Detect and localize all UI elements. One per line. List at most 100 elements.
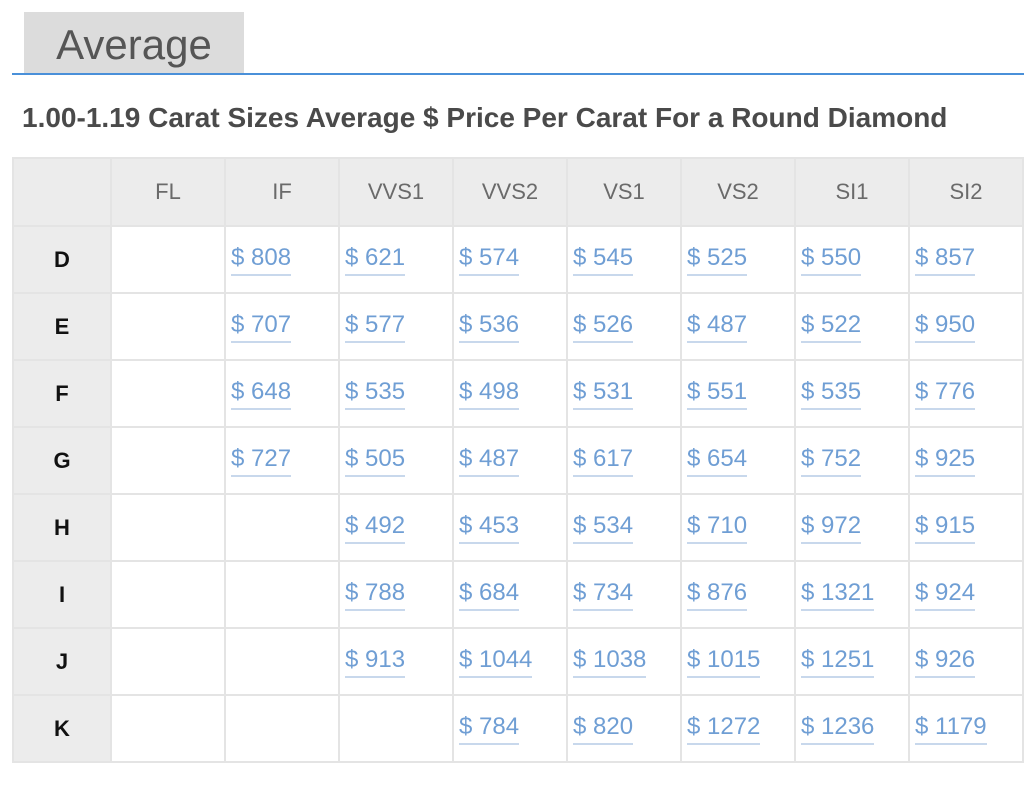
price-link[interactable]: $ 972 (801, 512, 862, 544)
price-cell-fl (110, 426, 226, 495)
price-link[interactable]: $ 531 (573, 378, 634, 410)
price-link[interactable]: $ 1272 (687, 713, 761, 745)
price-link[interactable]: $ 525 (687, 244, 748, 276)
price-cell-si1: $ 1251 (794, 627, 910, 696)
price-cell-vs2: $ 876 (680, 560, 796, 629)
price-link[interactable]: $ 926 (915, 646, 976, 678)
price-cell-vs1: $ 526 (566, 292, 682, 361)
price-cell-if (224, 694, 340, 763)
price-link[interactable]: $ 924 (915, 579, 976, 611)
price-cell-vvs2: $ 536 (452, 292, 568, 361)
price-link[interactable]: $ 550 (801, 244, 862, 276)
price-link[interactable]: $ 453 (459, 512, 520, 544)
price-cell-fl (110, 493, 226, 562)
tab-average[interactable]: Average (24, 12, 244, 74)
table-row: H $ 492 $ 453 $ 534 $ 710 $ 972 $ 915 (12, 493, 1024, 562)
price-cell-vs1: $ 531 (566, 359, 682, 428)
price-cell-si1: $ 535 (794, 359, 910, 428)
table-row: K $ 784 $ 820 $ 1272 $ 1236 $ 1179 (12, 694, 1024, 763)
price-cell-si1: $ 550 (794, 225, 910, 294)
price-cell-si1: $ 522 (794, 292, 910, 361)
price-link[interactable]: $ 534 (573, 512, 634, 544)
price-cell-vvs2: $ 574 (452, 225, 568, 294)
price-cell-vvs1 (338, 694, 454, 763)
price-link[interactable]: $ 788 (345, 579, 406, 611)
price-link[interactable]: $ 545 (573, 244, 634, 276)
price-cell-if (224, 493, 340, 562)
price-cell-vs2: $ 525 (680, 225, 796, 294)
price-link[interactable]: $ 1044 (459, 646, 533, 678)
price-link[interactable]: $ 617 (573, 445, 634, 477)
price-link[interactable]: $ 536 (459, 311, 520, 343)
price-link[interactable]: $ 876 (687, 579, 748, 611)
price-link[interactable]: $ 535 (801, 378, 862, 410)
price-cell-si1: $ 1321 (794, 560, 910, 629)
price-link[interactable]: $ 684 (459, 579, 520, 611)
row-header-color: H (12, 493, 112, 562)
price-link[interactable]: $ 526 (573, 311, 634, 343)
price-link[interactable]: $ 1038 (573, 646, 647, 678)
price-link[interactable]: $ 1321 (801, 579, 875, 611)
price-link[interactable]: $ 487 (459, 445, 520, 477)
column-header-si2: SI2 (908, 157, 1024, 227)
price-link[interactable]: $ 776 (915, 378, 976, 410)
price-link[interactable]: $ 925 (915, 445, 976, 477)
price-link[interactable]: $ 621 (345, 244, 406, 276)
price-link[interactable]: $ 648 (231, 378, 292, 410)
table-row: D $ 808 $ 621 $ 574 $ 545 $ 525 $ 550 $ 857 (12, 225, 1024, 294)
price-cell-vvs1: $ 492 (338, 493, 454, 562)
price-link[interactable]: $ 574 (459, 244, 520, 276)
price-link[interactable]: $ 577 (345, 311, 406, 343)
table-row: F $ 648 $ 535 $ 498 $ 531 $ 551 $ 535 $ 776 (12, 359, 1024, 428)
price-link[interactable]: $ 535 (345, 378, 406, 410)
price-link[interactable]: $ 710 (687, 512, 748, 544)
price-cell-fl (110, 694, 226, 763)
price-cell-vs2: $ 551 (680, 359, 796, 428)
price-cell-si2: $ 1179 (908, 694, 1024, 763)
price-link[interactable]: $ 487 (687, 311, 748, 343)
column-header-vvs1: VVS1 (338, 157, 454, 227)
price-link[interactable]: $ 784 (459, 713, 520, 745)
price-cell-si1: $ 1236 (794, 694, 910, 763)
price-link[interactable]: $ 950 (915, 311, 976, 343)
price-cell-if: $ 727 (224, 426, 340, 495)
price-cell-si1: $ 752 (794, 426, 910, 495)
price-link[interactable]: $ 492 (345, 512, 406, 544)
price-link[interactable]: $ 1179 (915, 713, 987, 745)
tab-bar: Average (12, 0, 1024, 76)
price-cell-vvs2: $ 784 (452, 694, 568, 763)
price-link[interactable]: $ 707 (231, 311, 292, 343)
price-link[interactable]: $ 857 (915, 244, 976, 276)
table-row: E $ 707 $ 577 $ 536 $ 526 $ 487 $ 522 $ 950 (12, 292, 1024, 361)
price-cell-si2: $ 915 (908, 493, 1024, 562)
table-row: J $ 913 $ 1044 $ 1038 $ 1015 $ 1251 $ 926 (12, 627, 1024, 696)
price-link[interactable]: $ 808 (231, 244, 292, 276)
price-link[interactable]: $ 752 (801, 445, 862, 477)
price-cell-vvs1: $ 535 (338, 359, 454, 428)
price-cell-vs2: $ 1015 (680, 627, 796, 696)
price-link[interactable]: $ 1236 (801, 713, 875, 745)
price-link[interactable]: $ 913 (345, 646, 406, 678)
price-link[interactable]: $ 1015 (687, 646, 761, 678)
price-cell-vs2: $ 654 (680, 426, 796, 495)
price-cell-vs1: $ 1038 (566, 627, 682, 696)
price-link[interactable]: $ 654 (687, 445, 748, 477)
price-link[interactable]: $ 820 (573, 713, 634, 745)
price-table: FL IF VVS1 VVS2 VS1 VS2 SI1 SI2 D $ 808 $ … (12, 157, 1024, 763)
price-cell-if: $ 808 (224, 225, 340, 294)
price-link[interactable]: $ 505 (345, 445, 406, 477)
price-link[interactable]: $ 551 (687, 378, 748, 410)
price-cell-vs1: $ 734 (566, 560, 682, 629)
price-cell-if (224, 627, 340, 696)
price-link[interactable]: $ 1251 (801, 646, 875, 678)
price-link[interactable]: $ 734 (573, 579, 634, 611)
price-cell-vs2: $ 487 (680, 292, 796, 361)
price-cell-vs2: $ 710 (680, 493, 796, 562)
price-cell-vvs1: $ 577 (338, 292, 454, 361)
price-link[interactable]: $ 727 (231, 445, 292, 477)
price-cell-si1: $ 972 (794, 493, 910, 562)
price-link[interactable]: $ 498 (459, 378, 520, 410)
price-link[interactable]: $ 915 (915, 512, 976, 544)
price-cell-fl (110, 627, 226, 696)
price-link[interactable]: $ 522 (801, 311, 862, 343)
